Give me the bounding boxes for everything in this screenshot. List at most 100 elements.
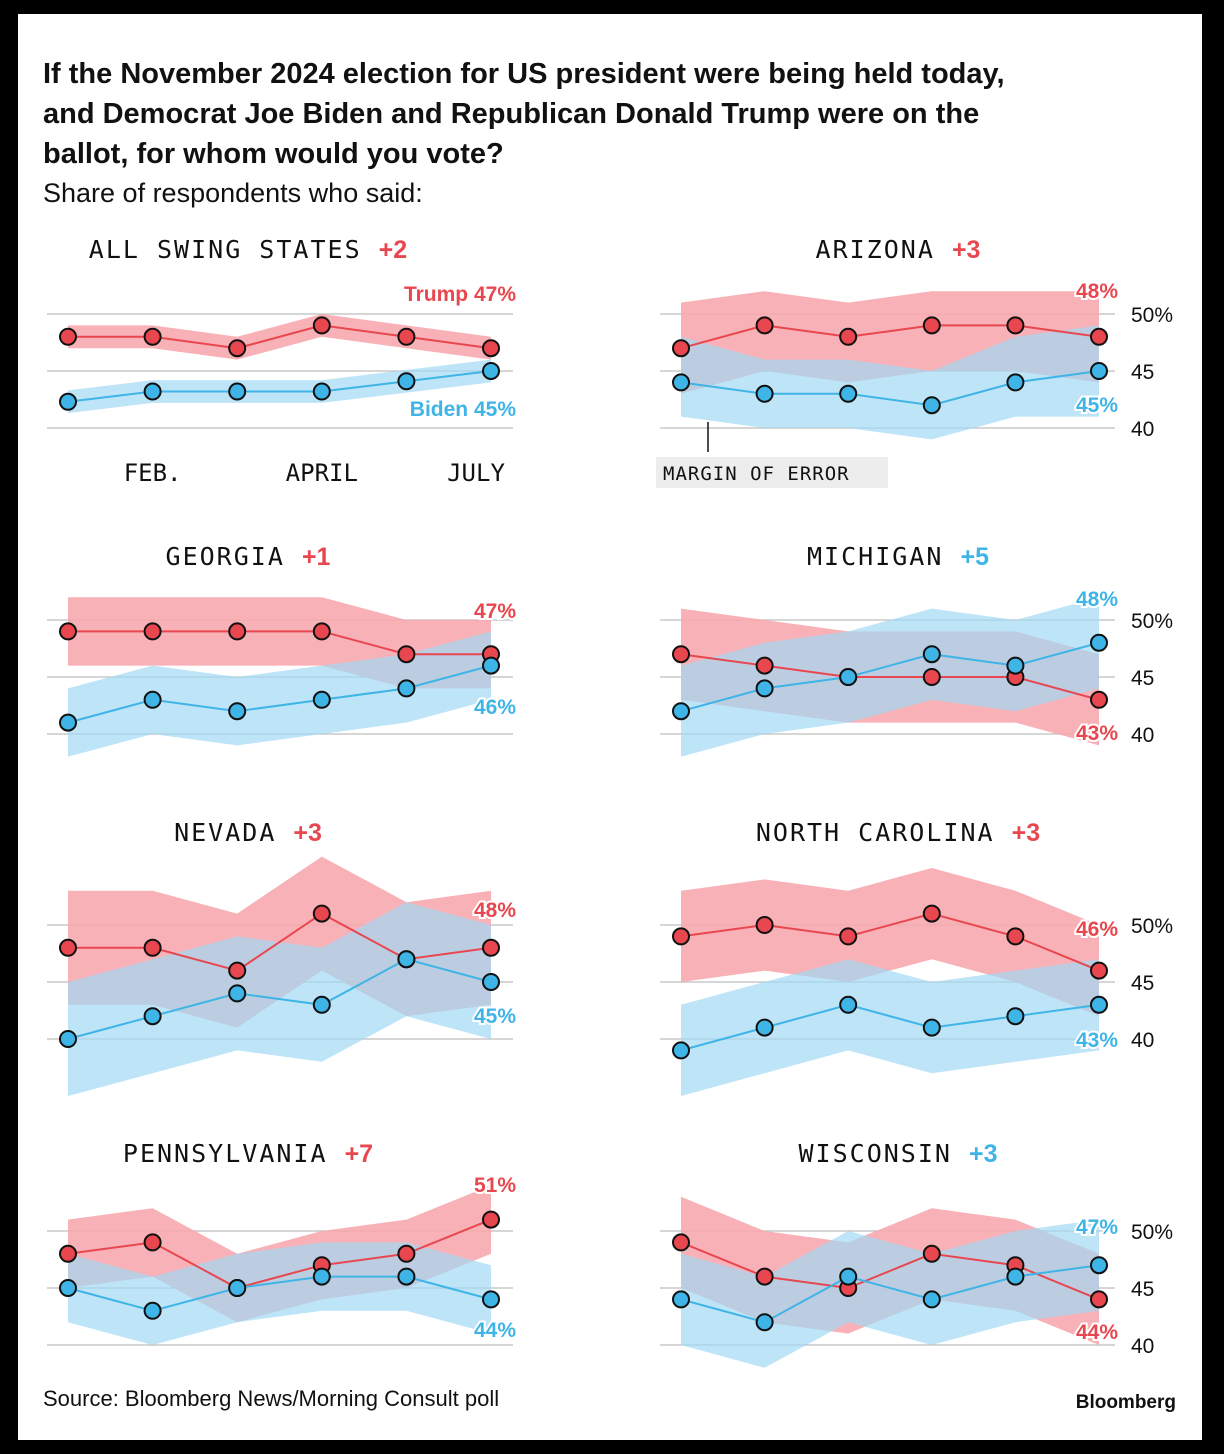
panel-arizona: 50% 45 40 48% 45% ARIZONA +3 MARGIN OF ERROR — [656, 235, 1173, 488]
trump-point — [755, 1267, 774, 1286]
trump-line — [68, 912, 492, 972]
biden-point — [312, 1267, 331, 1286]
chart-title-line-1: If the November 2024 election for US pre… — [43, 58, 1005, 90]
biden-point — [755, 1313, 774, 1332]
x-month-label: APRIL — [286, 459, 358, 487]
trump-line — [680, 653, 1100, 701]
biden-point — [1090, 362, 1108, 380]
x-month-label: JULY — [447, 459, 505, 487]
panel-north-carolina: 50% 45 40 46% 43% NORTH CAROLINA +3 — [660, 818, 1173, 1096]
biden-point — [672, 702, 690, 721]
biden-point — [1090, 1256, 1108, 1275]
biden-end-label: 45% — [1076, 394, 1118, 417]
trump-point — [839, 327, 858, 346]
trump-margin-band — [681, 868, 1099, 1017]
biden-point — [143, 1301, 162, 1320]
biden-point — [312, 995, 331, 1014]
biden-end-label: 45% — [474, 1005, 516, 1028]
biden-point — [482, 973, 500, 991]
trump-point — [672, 1233, 690, 1252]
trump-point — [1090, 690, 1108, 709]
biden-point — [228, 702, 247, 721]
panel-title: GEORGIA +1 — [166, 542, 331, 571]
trump-point — [672, 339, 690, 358]
biden-point — [482, 656, 500, 675]
trump-end-label: 51% — [474, 1174, 516, 1197]
biden-point — [672, 1290, 690, 1309]
bloomberg-logo: Bloomberg — [1076, 1392, 1176, 1413]
y-tick-label: 50% — [1131, 304, 1173, 327]
y-tick-label: 40 — [1131, 724, 1154, 747]
y-tick-label: 40 — [1131, 418, 1154, 441]
biden-point — [839, 668, 858, 686]
panel-nevada: 48% 45% NEVADA +3 — [47, 818, 518, 1096]
biden-point — [1006, 1267, 1025, 1286]
biden-point — [143, 382, 162, 401]
trump-point — [1006, 927, 1025, 946]
panel-pennsylvania: 51% 44% PENNSYLVANIA +7 — [47, 1139, 518, 1346]
trump-point — [143, 622, 162, 641]
biden-line — [67, 370, 492, 403]
x-month-label: FEB. — [124, 459, 182, 487]
y-tick-label: 50% — [1131, 915, 1173, 938]
biden-margin-band — [681, 959, 1099, 1096]
biden-point — [59, 1030, 77, 1048]
trump-point — [922, 904, 941, 923]
biden-point — [312, 690, 331, 709]
trump-point — [397, 327, 416, 346]
biden-line — [680, 1003, 1100, 1052]
trump-end-label: 48% — [1076, 280, 1118, 303]
trump-point — [312, 904, 331, 923]
biden-point — [1090, 633, 1108, 652]
panel-all-swing-states: Trump 47% Biden 45% ALL SWING STATES +2 FEB… — [47, 235, 518, 487]
trump-point — [228, 339, 247, 358]
panel-name: WISCONSIN — [798, 1139, 969, 1168]
trump-line — [67, 1218, 492, 1290]
trump-point — [922, 668, 941, 686]
trump-end-label: 46% — [1076, 918, 1118, 941]
biden-point — [397, 372, 416, 391]
biden-point — [755, 384, 774, 403]
biden-margin-band — [68, 359, 491, 414]
biden-end-label: 48% — [1076, 588, 1118, 611]
biden-point — [922, 396, 941, 415]
panel-title: ALL SWING STATES +2 — [89, 235, 407, 264]
biden-point — [59, 713, 77, 732]
biden-point — [1006, 656, 1025, 675]
biden-point — [922, 645, 941, 664]
trump-line — [680, 912, 1100, 972]
trump-point — [482, 1210, 500, 1229]
trump-line — [68, 324, 492, 350]
trump-point — [397, 1244, 416, 1263]
panel-title: NEVADA +3 — [174, 818, 322, 847]
trump-point — [312, 316, 331, 335]
biden-point — [755, 1018, 774, 1037]
chart-title-line-2: and Democrat Joe Biden and Republican Do… — [43, 98, 979, 130]
trump-point — [1090, 1290, 1108, 1309]
panel-margin: +3 — [969, 1140, 998, 1168]
y-tick-label: 50% — [1131, 1221, 1173, 1244]
trump-point — [482, 938, 500, 957]
biden-point — [839, 384, 858, 403]
panel-name: NEVADA — [174, 818, 293, 847]
chart-title-line-3: ballot, for whom would you vote? — [43, 138, 504, 170]
panel-georgia: 47% 46% GEORGIA +1 — [47, 542, 518, 757]
panel-title: PENNSYLVANIA +7 — [123, 1139, 373, 1168]
biden-point — [59, 392, 77, 411]
trump-point — [1090, 961, 1108, 980]
trump-end-label: 48% — [474, 899, 516, 922]
biden-line — [67, 664, 492, 724]
trump-end-label: 44% — [1076, 1321, 1118, 1344]
biden-line — [67, 1275, 492, 1312]
trump-point — [228, 622, 247, 641]
chart-subtitle: Share of respondents who said: — [43, 178, 423, 208]
trump-line — [680, 324, 1100, 350]
source-note: Source: Bloomberg News/Morning Consult p… — [43, 1386, 499, 1411]
margin-of-error-label: MARGIN OF ERROR — [663, 463, 850, 485]
biden-margin-band — [681, 325, 1099, 440]
y-tick-label: 40 — [1131, 1029, 1154, 1052]
biden-point — [143, 690, 162, 709]
trump-point — [143, 1233, 162, 1252]
trump-end-label: Trump 47% — [404, 283, 516, 306]
y-tick-label: 45 — [1131, 667, 1154, 690]
